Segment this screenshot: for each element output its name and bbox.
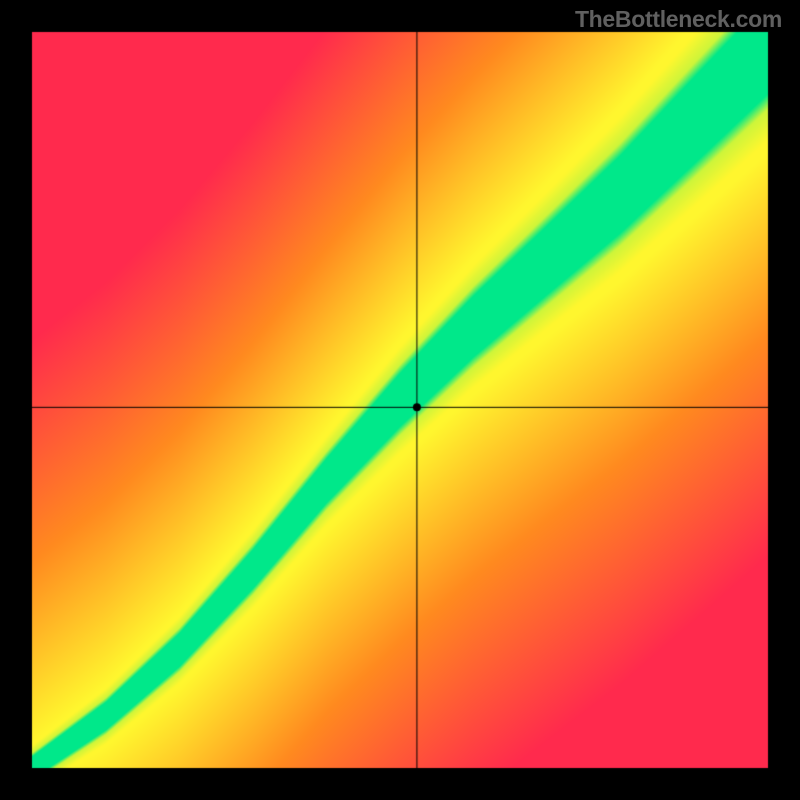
bottleneck-heatmap: [0, 0, 800, 800]
watermark-text: TheBottleneck.com: [575, 6, 782, 33]
chart-container: TheBottleneck.com: [0, 0, 800, 800]
